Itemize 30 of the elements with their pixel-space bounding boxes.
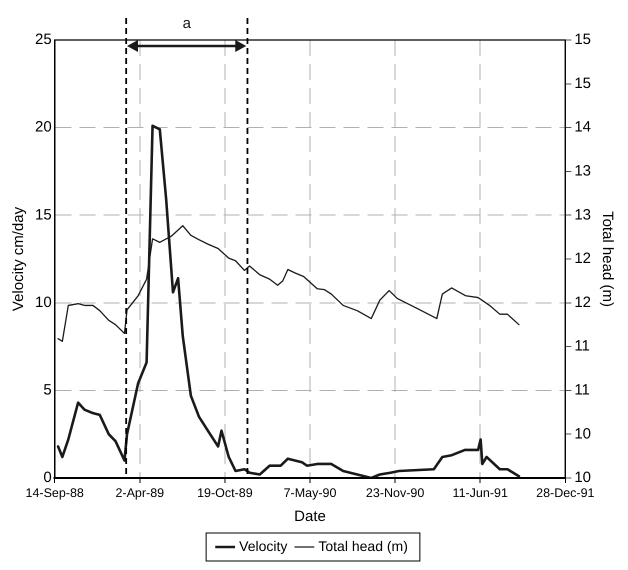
x-tick-label: 11-Jun-91: [452, 486, 508, 500]
x-tick-label: 2-Apr-89: [115, 486, 164, 500]
y2-tick-label: 15: [574, 74, 592, 92]
x-tick-label: 7-May-90: [284, 486, 336, 500]
y2-tick-label: 12: [574, 250, 592, 268]
y-tick-label: 5: [43, 382, 52, 399]
legend-label: Velocity: [239, 538, 288, 554]
y2-tick-label: 10: [574, 469, 592, 486]
text: a: [182, 15, 192, 32]
y-tick-label: 10: [34, 294, 52, 311]
y2-tick-label: 15: [574, 31, 592, 48]
y2-tick-label: 11: [574, 382, 590, 399]
y-tick-label: 15: [34, 206, 52, 224]
y-tick-label: 20: [34, 118, 52, 136]
y2-tick-label: 12: [574, 294, 592, 311]
x-axis-title: Date: [294, 508, 326, 526]
y2-tick-label: 14: [574, 118, 592, 136]
x-tick-label: 14-Sep-88: [25, 486, 84, 500]
y2-tick-label: 10: [574, 425, 592, 442]
y2-tick-label: 11: [574, 338, 590, 355]
y2-tick-label: 13: [574, 206, 592, 224]
y-tick-label: 0: [43, 469, 52, 486]
x-tick-label: 23-Nov-90: [366, 486, 424, 500]
y-tick-label: 25: [34, 31, 52, 48]
x-tick-label: 19-Oct-89: [197, 486, 253, 500]
y-axis-title: Velocity cm/day: [10, 206, 28, 312]
y2-axis-title: Total head (m): [598, 211, 616, 307]
legend-label: Total head (m): [318, 538, 408, 554]
y2-tick-label: 13: [574, 162, 592, 180]
x-tick-label: 28-Dec-91: [536, 486, 595, 500]
